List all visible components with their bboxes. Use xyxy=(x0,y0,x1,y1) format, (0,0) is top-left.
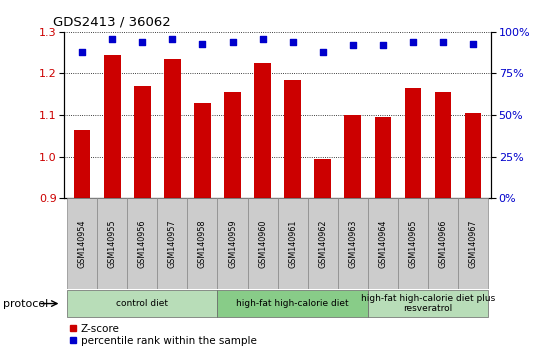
Bar xyxy=(428,198,458,289)
Bar xyxy=(97,198,127,289)
Bar xyxy=(248,198,278,289)
Bar xyxy=(458,198,488,289)
Text: GSM140959: GSM140959 xyxy=(228,219,237,268)
Text: GSM140960: GSM140960 xyxy=(258,219,267,268)
Bar xyxy=(218,198,248,289)
Bar xyxy=(314,159,331,198)
Bar xyxy=(344,115,361,198)
Text: GSM140954: GSM140954 xyxy=(78,219,86,268)
Bar xyxy=(187,198,218,289)
Text: GSM140956: GSM140956 xyxy=(138,219,147,268)
Text: GSM140961: GSM140961 xyxy=(288,219,297,268)
Bar xyxy=(67,198,97,289)
Bar xyxy=(254,63,271,198)
Bar xyxy=(338,198,368,289)
Point xyxy=(408,39,417,45)
Legend: Z-score, percentile rank within the sample: Z-score, percentile rank within the samp… xyxy=(69,324,257,346)
Text: GSM140967: GSM140967 xyxy=(469,219,478,268)
Text: GSM140964: GSM140964 xyxy=(378,219,387,268)
Text: high-fat high-calorie diet: high-fat high-calorie diet xyxy=(237,299,349,308)
Point xyxy=(439,39,448,45)
Point xyxy=(348,42,357,48)
Bar xyxy=(374,117,391,198)
Bar xyxy=(405,88,421,198)
Bar xyxy=(218,290,368,317)
Text: GSM140966: GSM140966 xyxy=(439,219,448,268)
Point xyxy=(228,39,237,45)
Point xyxy=(378,42,387,48)
Bar xyxy=(368,290,488,317)
Bar xyxy=(157,198,187,289)
Bar xyxy=(398,198,428,289)
Point xyxy=(198,41,207,46)
Point xyxy=(288,39,297,45)
Text: GSM140958: GSM140958 xyxy=(198,219,207,268)
Point xyxy=(78,49,86,55)
Bar xyxy=(368,198,398,289)
Text: GSM140955: GSM140955 xyxy=(108,219,117,268)
Bar xyxy=(104,55,121,198)
Bar xyxy=(67,290,218,317)
Bar xyxy=(134,86,151,198)
Bar xyxy=(285,80,301,198)
Point xyxy=(108,36,117,41)
Text: GSM140965: GSM140965 xyxy=(408,219,417,268)
Text: GDS2413 / 36062: GDS2413 / 36062 xyxy=(53,16,171,29)
Bar xyxy=(224,92,241,198)
Text: control diet: control diet xyxy=(116,299,169,308)
Point xyxy=(318,49,327,55)
Bar xyxy=(278,198,307,289)
Bar xyxy=(164,59,181,198)
Bar xyxy=(307,198,338,289)
Point xyxy=(469,41,478,46)
Text: GSM140963: GSM140963 xyxy=(348,219,357,268)
Bar xyxy=(435,92,451,198)
Text: protocol: protocol xyxy=(3,298,48,309)
Bar xyxy=(127,198,157,289)
Bar xyxy=(74,130,90,198)
Point xyxy=(138,39,147,45)
Point xyxy=(168,36,177,41)
Point xyxy=(258,36,267,41)
Bar xyxy=(194,103,211,198)
Text: GSM140962: GSM140962 xyxy=(318,219,327,268)
Text: GSM140957: GSM140957 xyxy=(168,219,177,268)
Bar xyxy=(465,113,481,198)
Text: high-fat high-calorie diet plus
resveratrol: high-fat high-calorie diet plus resverat… xyxy=(361,294,495,313)
